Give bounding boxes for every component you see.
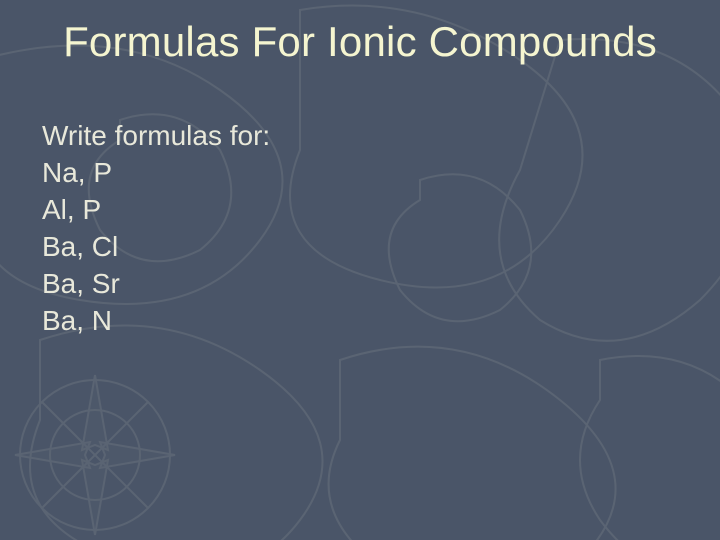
body-line: Ba, N [42,303,270,340]
body-line: Ba, Cl [42,229,270,266]
body-line: Write formulas for: [42,118,270,155]
body-line: Ba, Sr [42,266,270,303]
slide-container: Formulas For Ionic Compounds Write formu… [0,0,720,540]
body-line: Al, P [42,192,270,229]
slide-title: Formulas For Ionic Compounds [0,18,720,66]
body-line: Na, P [42,155,270,192]
slide-body: Write formulas for: Na, P Al, P Ba, Cl B… [42,118,270,340]
